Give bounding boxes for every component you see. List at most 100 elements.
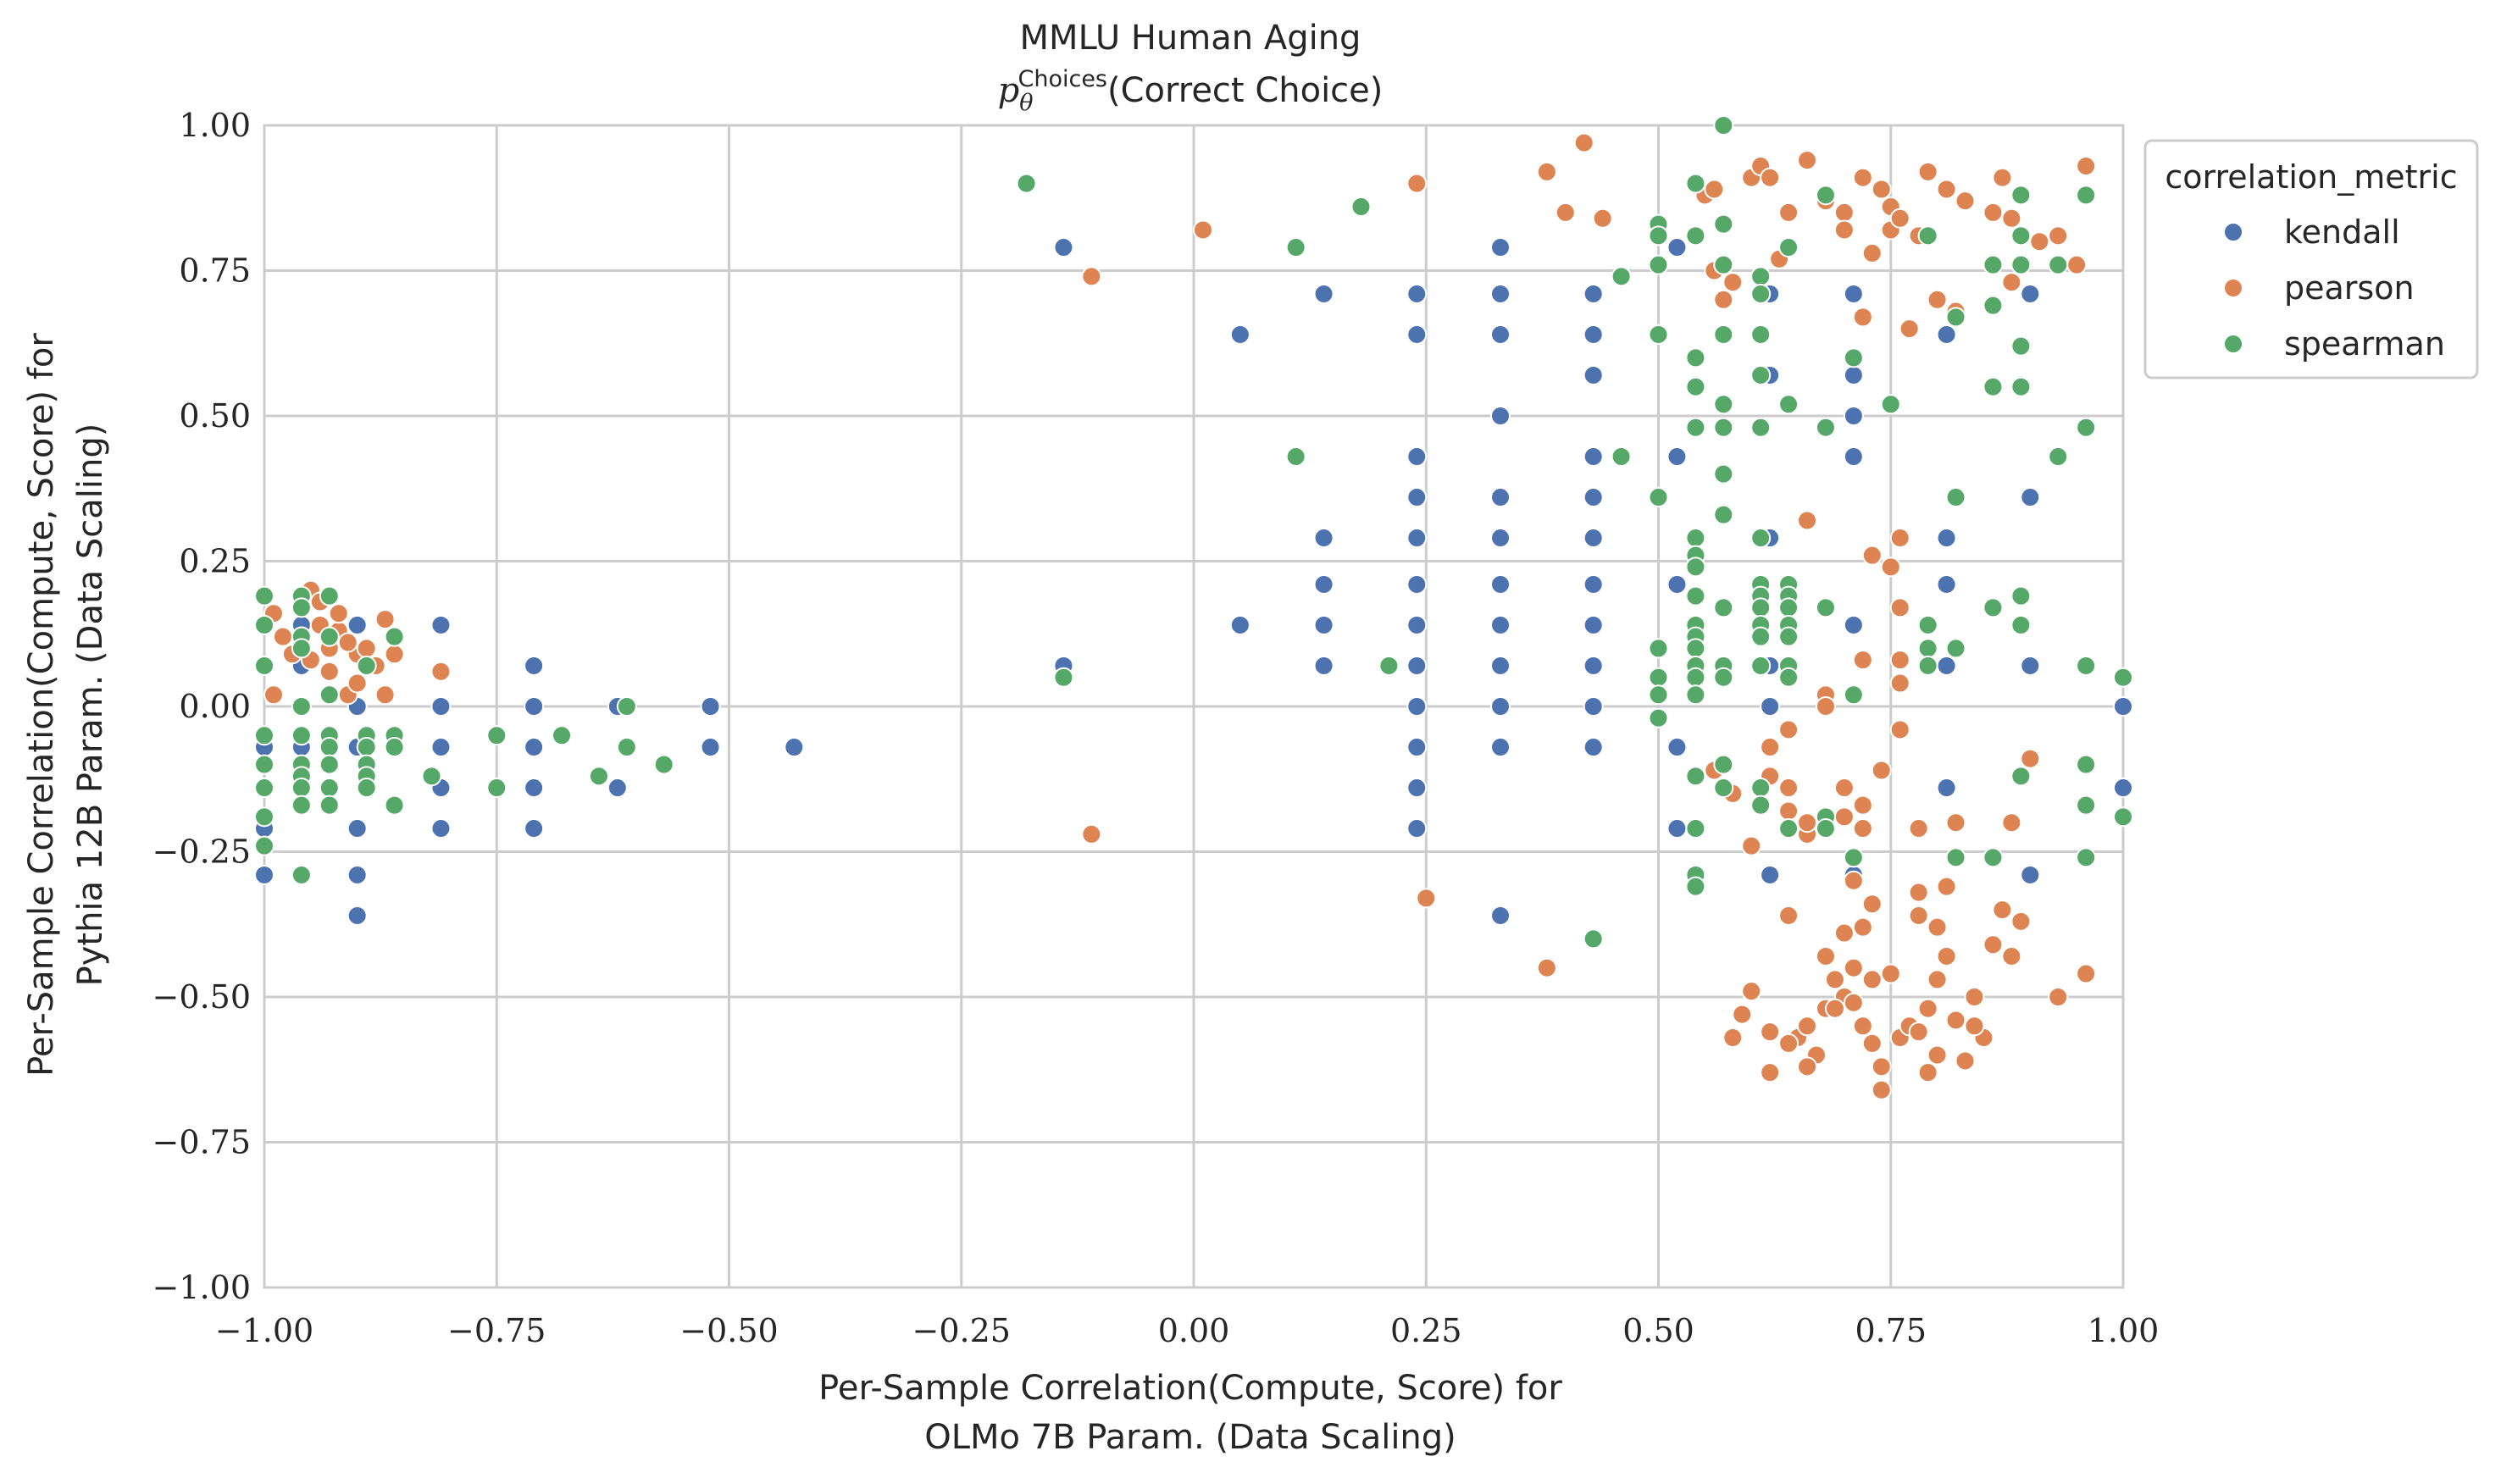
x-axis-label-line-2: OLMo 7B Param. (Data Scaling) [924, 1418, 1456, 1457]
point-pearson [1917, 998, 1938, 1019]
point-kendall [1490, 573, 1511, 595]
point-kendall [1406, 487, 1428, 508]
point-kendall [1053, 237, 1074, 258]
point-spearman [1685, 173, 1706, 194]
point-spearman [1778, 597, 1800, 618]
point-pearson [1778, 778, 1800, 799]
point-pearson [1081, 266, 1102, 287]
point-spearman [1350, 197, 1372, 218]
point-kendall [1666, 737, 1688, 758]
point-spearman [1843, 684, 1864, 706]
point-spearman [486, 725, 507, 746]
point-spearman [1685, 417, 1706, 438]
point-pearson [1797, 812, 1818, 833]
point-spearman [1016, 173, 1037, 194]
point-spearman [1713, 463, 1734, 485]
point-pearson [1722, 1027, 1744, 1049]
point-pearson [430, 661, 452, 682]
point-spearman [1611, 266, 1632, 287]
point-kendall [1936, 528, 1957, 549]
point-spearman [1750, 795, 1772, 816]
point-spearman [1713, 115, 1734, 136]
point-pearson [1992, 167, 2013, 188]
point-pearson [1833, 922, 1855, 944]
point-spearman [2076, 795, 2097, 816]
point-pearson [1778, 719, 1800, 740]
y-tick-label: −0.25 [152, 833, 251, 871]
point-kendall [430, 737, 452, 758]
point-pearson [2076, 963, 2097, 984]
point-pearson [1760, 167, 1781, 188]
point-pearson [1889, 208, 1910, 229]
point-spearman [1778, 237, 1800, 258]
point-spearman [1685, 818, 1706, 839]
point-spearman [1750, 778, 1772, 799]
point-pearson [1843, 992, 1864, 1013]
y-tick-label: 0.50 [179, 397, 251, 435]
point-pearson [1852, 307, 1873, 328]
point-spearman [1685, 528, 1706, 549]
point-kendall [1490, 487, 1511, 508]
point-spearman [1611, 446, 1632, 468]
point-spearman [1778, 394, 1800, 415]
point-spearman [1713, 394, 1734, 415]
point-spearman [291, 638, 312, 659]
point-pearson [1908, 882, 1929, 903]
point-kendall [2020, 487, 2041, 508]
point-spearman [2076, 417, 2097, 438]
point-kendall [1490, 237, 1511, 258]
point-pearson [1927, 969, 1948, 990]
point-pearson [1861, 242, 1883, 263]
point-kendall [1666, 818, 1688, 839]
point-spearman [319, 737, 340, 758]
point-spearman [2010, 376, 2032, 397]
point-spearman [1685, 667, 1706, 688]
point-spearman [1750, 655, 1772, 676]
point-kendall [2020, 864, 2041, 885]
point-pearson [1536, 161, 1557, 182]
point-kendall [1313, 655, 1334, 676]
point-pearson [1955, 191, 1976, 212]
point-pearson [1815, 696, 1836, 717]
point-pearson [272, 626, 293, 647]
y-tick-label: −1.00 [152, 1269, 251, 1306]
point-spearman [1982, 847, 2004, 868]
subtitle-rest: (Correct Choice) [1107, 71, 1383, 110]
point-spearman [1648, 707, 1669, 728]
point-spearman [2010, 614, 2032, 635]
point-spearman [1917, 655, 1938, 676]
point-kendall [347, 614, 368, 635]
point-pearson [356, 638, 377, 659]
point-spearman [2048, 446, 2069, 468]
x-tick-label: 0.75 [1855, 1312, 1927, 1349]
point-spearman [1713, 254, 1734, 275]
point-spearman [254, 614, 274, 635]
point-pearson [1880, 556, 1901, 578]
point-pearson [1713, 289, 1734, 310]
point-spearman [486, 778, 507, 799]
series-kendall [254, 237, 2133, 926]
point-pearson [1797, 150, 1818, 171]
point-kendall [1843, 406, 1864, 426]
point-spearman [1778, 818, 1800, 839]
point-spearman [384, 737, 405, 758]
point-kendall [1406, 696, 1428, 717]
point-kendall [784, 737, 805, 758]
point-pearson [1704, 179, 1725, 200]
point-kendall [700, 737, 721, 758]
y-axis-label-line-2: Pythia 12B Param. (Data Scaling) [71, 424, 110, 987]
point-pearson [1741, 835, 1762, 856]
point-spearman [254, 806, 274, 828]
legend-marker-kendall [2223, 222, 2243, 242]
point-kendall [1406, 528, 1428, 549]
point-spearman [653, 754, 674, 775]
point-kendall [1666, 573, 1688, 595]
point-kendall [1490, 614, 1511, 635]
point-kendall [430, 696, 452, 717]
point-pearson [328, 603, 349, 624]
point-pearson [1936, 945, 1957, 966]
point-spearman [2076, 185, 2097, 206]
point-spearman [1880, 394, 1901, 415]
point-kendall [607, 778, 628, 799]
point-spearman [254, 835, 274, 856]
